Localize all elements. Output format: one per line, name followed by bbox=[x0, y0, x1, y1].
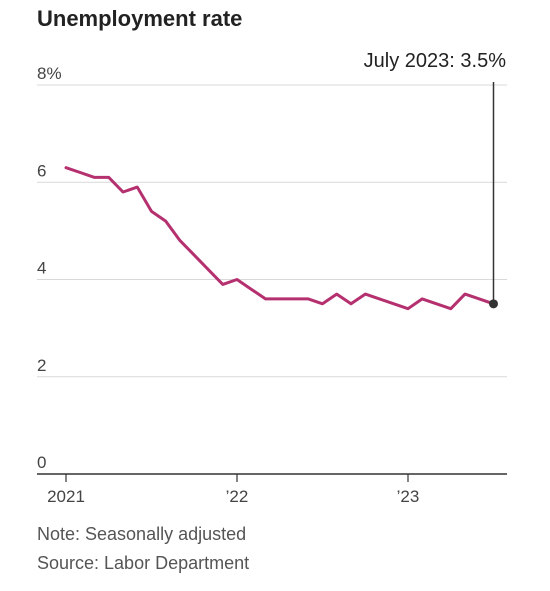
series-line-0 bbox=[64, 166, 495, 311]
x-tick-label-2021: 2021 bbox=[47, 487, 85, 506]
y-tick-label-6: 6 bbox=[37, 161, 46, 180]
line-chart: 8% 6 4 2 0 2021 ’22 ’23 July 2023: 3.5% bbox=[37, 50, 507, 506]
annotation-label: July 2023: 3.5% bbox=[364, 50, 507, 72]
x-tick-label-’22: ’22 bbox=[226, 487, 249, 506]
y-tick-label-4: 4 bbox=[37, 259, 46, 278]
annotation-marker bbox=[489, 299, 498, 309]
y-tick-label-0: 0 bbox=[37, 453, 46, 472]
y-tick-label-2: 2 bbox=[37, 356, 46, 375]
chart-source: Source: Labor Department bbox=[37, 553, 250, 573]
y-axis-ticks: 8% 6 4 2 0 bbox=[37, 64, 62, 472]
gridlines bbox=[37, 84, 507, 378]
annotation-group: July 2023: 3.5% bbox=[364, 50, 507, 309]
series-group bbox=[64, 166, 495, 311]
x-axis: 2021 ’22 ’23 bbox=[37, 473, 507, 506]
chart-title: Unemployment rate bbox=[37, 6, 243, 31]
chart-note: Note: Seasonally adjusted bbox=[37, 524, 247, 544]
x-tick-label-’23: ’23 bbox=[397, 487, 420, 506]
y-tick-label-8: 8% bbox=[37, 64, 62, 83]
